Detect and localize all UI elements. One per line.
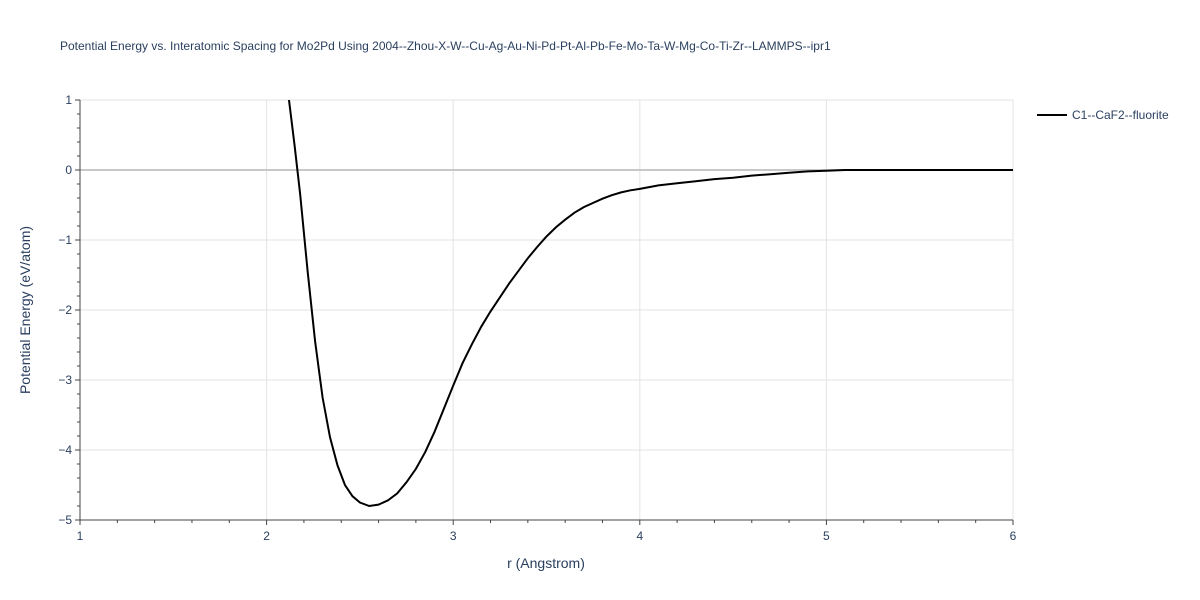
- x-tick-label: 5: [823, 529, 830, 543]
- x-tick-label: 6: [1010, 529, 1017, 543]
- series-group: [287, 100, 1013, 508]
- y-tick-label: −2: [58, 303, 72, 317]
- chart-title: Potential Energy vs. Interatomic Spacing…: [60, 39, 831, 53]
- y-tick-label: −5: [58, 513, 72, 527]
- x-axis-title: r (Angstrom): [507, 555, 585, 571]
- grid: [80, 99, 1014, 520]
- y-axis-title: Potential Energy (eV/atom): [17, 226, 33, 394]
- x-tick-label: 4: [636, 529, 643, 543]
- series-line: [287, 100, 1013, 508]
- y-tick-label: 0: [65, 163, 72, 177]
- x-tick-label: 1: [77, 529, 84, 543]
- y-tick-label: −1: [58, 233, 72, 247]
- legend[interactable]: C1--CaF2--fluorite: [1037, 108, 1169, 122]
- x-tick-label: 3: [450, 529, 457, 543]
- y-tick-label: −4: [58, 443, 72, 457]
- x-tick-label: 2: [263, 529, 270, 543]
- axes: 1 2 3 4 5 6 −5 −4 −3 −2 −1 0 1: [58, 93, 1016, 543]
- y-tick-label: 1: [65, 93, 72, 107]
- y-tick-label: −3: [58, 373, 72, 387]
- legend-label[interactable]: C1--CaF2--fluorite: [1072, 108, 1169, 122]
